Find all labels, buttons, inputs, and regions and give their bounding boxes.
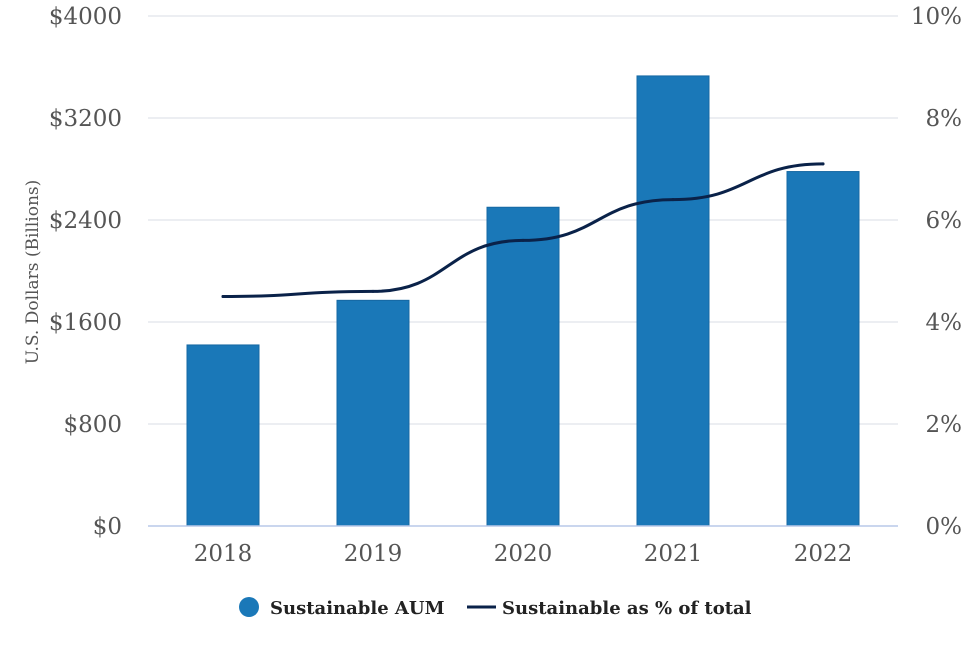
y2-tick-label: 0%: [926, 514, 963, 540]
line-point: [371, 289, 375, 293]
x-tick-label: 2020: [494, 541, 553, 567]
axes: $0 0% $800 2% $1600 4% $2400 6% $3200 8% $4000 10% 2…: [49, 4, 962, 567]
y-tick-label: $1600: [49, 310, 122, 336]
y2-tick-label: 8%: [926, 106, 963, 132]
y-tick-label: $2400: [49, 208, 122, 234]
bars: [186, 75, 860, 527]
y-axis-label: U.S. Dollars (Billions): [23, 180, 43, 365]
y-tick-label: $800: [63, 412, 122, 438]
y-tick-label: $4000: [49, 4, 122, 30]
bar: [186, 344, 260, 527]
y-tick-label: $0: [93, 514, 122, 540]
y2-tick-label: 6%: [926, 208, 963, 234]
line-point: [221, 295, 225, 298]
x-tick-label: 2021: [644, 541, 703, 567]
line-series: [221, 162, 825, 298]
legend-label-bar: Sustainable AUM: [270, 598, 445, 619]
legend-label-line: Sustainable as % of total: [502, 598, 752, 619]
line-point: [671, 198, 675, 202]
bar: [786, 171, 860, 527]
x-tick-label: 2022: [794, 541, 853, 567]
y2-tick-label: 2%: [926, 412, 963, 438]
y2-tick-label: 4%: [926, 310, 963, 336]
x-tick-label: 2018: [194, 541, 253, 567]
bar: [336, 299, 410, 527]
y-tick-label: $3200: [49, 106, 122, 132]
bar: [636, 75, 710, 527]
legend: Sustainable AUM Sustainable as % of tota…: [239, 597, 752, 619]
bar: [486, 206, 560, 527]
legend-marker-bar: [239, 597, 259, 617]
y2-tick-label: 10%: [911, 4, 962, 30]
x-tick-label: 2019: [344, 541, 403, 567]
line-point: [521, 238, 525, 242]
line-point: [821, 162, 825, 166]
